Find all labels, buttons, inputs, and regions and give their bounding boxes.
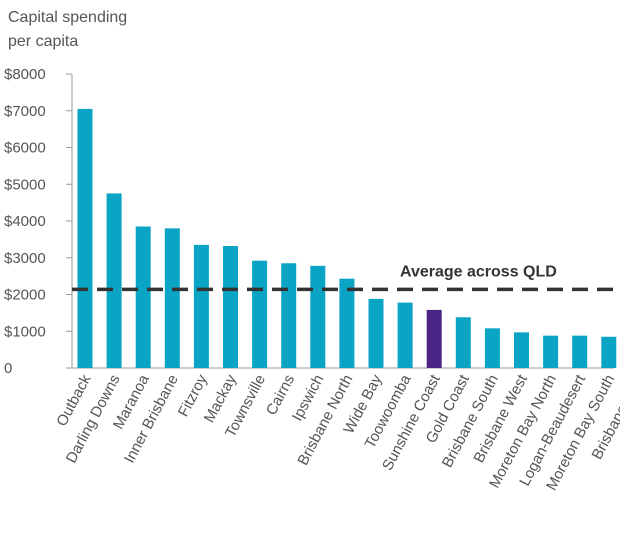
- y-tick-label: $4000: [4, 213, 46, 230]
- y-tick-label: $2000: [4, 287, 46, 304]
- y-tick-label: 0: [4, 360, 12, 377]
- bar: [339, 278, 355, 368]
- bar: [135, 226, 151, 368]
- y-tick-label: $6000: [4, 140, 46, 157]
- y-axis-title-line-1: Capital spending: [8, 9, 128, 26]
- y-tick-labels: $8000 $7000 $6000 $5000 $4000 $3000 $2000 $1000…: [4, 66, 72, 377]
- bar: [484, 328, 500, 368]
- bar: [106, 193, 122, 368]
- bar: [164, 228, 180, 368]
- bar: [252, 260, 268, 368]
- bar: [572, 335, 588, 368]
- bar: [455, 317, 471, 368]
- y-axis-title-line-2: per capita: [8, 33, 79, 50]
- bar: [223, 245, 238, 368]
- y-axis-title: Capital spending per capita: [8, 6, 127, 54]
- bar: [77, 108, 93, 368]
- bar: [281, 263, 297, 368]
- bar: [397, 302, 413, 368]
- y-tick-label: $3000: [4, 250, 46, 267]
- bar: [368, 298, 384, 368]
- average-line-group: Average across QLD: [72, 263, 614, 292]
- y-tick-label: $5000: [4, 176, 46, 193]
- y-tick-label: $1000: [4, 323, 46, 340]
- y-tick-label: $7000: [4, 103, 46, 120]
- bar: [543, 335, 559, 368]
- bar-highlighted: [426, 309, 442, 368]
- average-label: Average across QLD: [400, 263, 557, 280]
- y-tick-label: $8000: [4, 66, 46, 83]
- bar: [514, 332, 529, 368]
- bars: [77, 108, 617, 368]
- bar: [601, 336, 617, 368]
- bar: [310, 265, 326, 368]
- bar: [193, 244, 209, 368]
